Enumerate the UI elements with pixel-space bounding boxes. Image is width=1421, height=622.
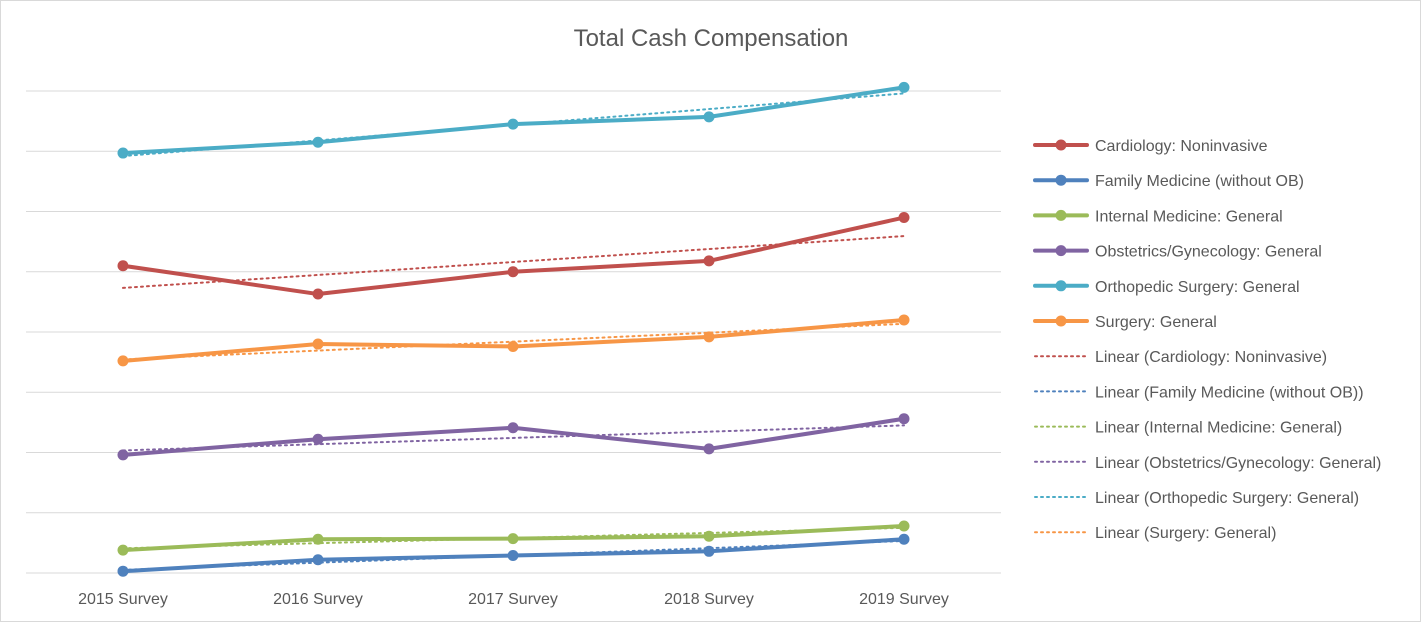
legend-label: Linear (Orthopedic Surgery: General)	[1095, 490, 1359, 507]
legend-swatch-marker	[1055, 139, 1067, 151]
data-point	[507, 422, 519, 434]
data-point	[117, 449, 129, 461]
series-group	[117, 520, 910, 556]
data-point	[507, 266, 519, 278]
data-point	[117, 544, 129, 556]
series-line	[121, 215, 906, 297]
series-group	[117, 81, 910, 159]
x-axis-tick-labels: 2015 Survey 2016 Survey 2017 Survey 2018 Su…	[78, 591, 949, 608]
data-point	[312, 433, 324, 445]
legend-label: Internal Medicine: General	[1095, 208, 1283, 225]
legend-item: Obstetrics/Gynecology: General	[1033, 244, 1322, 261]
data-point	[898, 81, 910, 93]
data-point	[312, 554, 324, 566]
series-group	[117, 533, 910, 577]
data-point	[703, 331, 715, 343]
data-point	[312, 338, 324, 350]
legend-label: Cardiology: Noninvasive	[1095, 138, 1268, 155]
legend-label: Family Medicine (without OB)	[1095, 173, 1304, 190]
legend-item: Linear (Obstetrics/Gynecology: General)	[1034, 455, 1381, 472]
data-point	[703, 443, 715, 455]
x-tick-label: 2017 Survey	[468, 591, 558, 608]
data-point	[898, 212, 910, 224]
legend-swatch-marker	[1055, 280, 1067, 292]
legend-swatch-marker	[1055, 315, 1067, 327]
legend-label: Linear (Cardiology: Noninvasive)	[1095, 349, 1327, 366]
legend-item: Orthopedic Surgery: General	[1033, 279, 1300, 296]
legend-swatch-marker	[1055, 174, 1067, 186]
legend-item: Family Medicine (without OB)	[1033, 173, 1304, 190]
data-point	[117, 355, 129, 367]
data-point	[898, 533, 910, 545]
legend-label: Obstetrics/Gynecology: General	[1095, 244, 1322, 261]
trendline	[122, 424, 905, 452]
x-tick-label: 2016 Survey	[273, 591, 363, 608]
x-tick-label: 2018 Survey	[664, 591, 754, 608]
data-point	[117, 260, 129, 272]
legend-label: Linear (Internal Medicine: General)	[1095, 420, 1342, 437]
legend-label: Linear (Obstetrics/Gynecology: General)	[1095, 455, 1381, 472]
legend-item: Cardiology: Noninvasive	[1033, 138, 1268, 155]
gridlines	[26, 90, 1001, 574]
data-point	[703, 545, 715, 557]
legend-item: Linear (Family Medicine (without OB))	[1034, 384, 1364, 401]
data-point	[117, 565, 129, 577]
legend-label: Linear (Surgery: General)	[1095, 525, 1276, 542]
legend-item: Surgery: General	[1033, 314, 1217, 331]
data-point	[507, 533, 519, 545]
data-point	[507, 340, 519, 352]
legend-swatch-marker	[1055, 209, 1067, 221]
legend-item: Linear (Cardiology: Noninvasive)	[1034, 349, 1327, 366]
legend-label: Surgery: General	[1095, 314, 1217, 331]
data-point	[312, 533, 324, 545]
legend: Cardiology: Noninvasive Family Medicine (…	[1033, 138, 1381, 542]
series-group	[117, 413, 910, 461]
data-point	[312, 136, 324, 148]
data-point	[703, 255, 715, 267]
trendline	[122, 235, 905, 289]
data-point	[898, 413, 910, 425]
x-tick-label: 2019 Survey	[859, 591, 949, 608]
data-point	[703, 530, 715, 542]
legend-label: Linear (Family Medicine (without OB))	[1095, 384, 1364, 401]
data-point	[312, 288, 324, 300]
legend-item: Linear (Surgery: General)	[1034, 525, 1276, 542]
data-point	[703, 111, 715, 123]
series-group	[117, 314, 910, 367]
legend-item: Internal Medicine: General	[1033, 208, 1283, 225]
data-point	[898, 520, 910, 532]
data-point	[507, 118, 519, 130]
data-point	[117, 147, 129, 159]
data-point	[507, 550, 519, 562]
chart-title: Total Cash Compensation	[574, 25, 849, 52]
series-line	[121, 317, 906, 363]
data-point	[898, 314, 910, 326]
legend-item: Linear (Internal Medicine: General)	[1034, 420, 1342, 437]
x-tick-label: 2015 Survey	[78, 591, 168, 608]
data-series	[117, 81, 910, 577]
series-group	[117, 212, 910, 300]
legend-item: Linear (Orthopedic Surgery: General)	[1034, 490, 1359, 507]
legend-swatch-marker	[1055, 245, 1067, 257]
legend-label: Orthopedic Surgery: General	[1095, 279, 1300, 296]
